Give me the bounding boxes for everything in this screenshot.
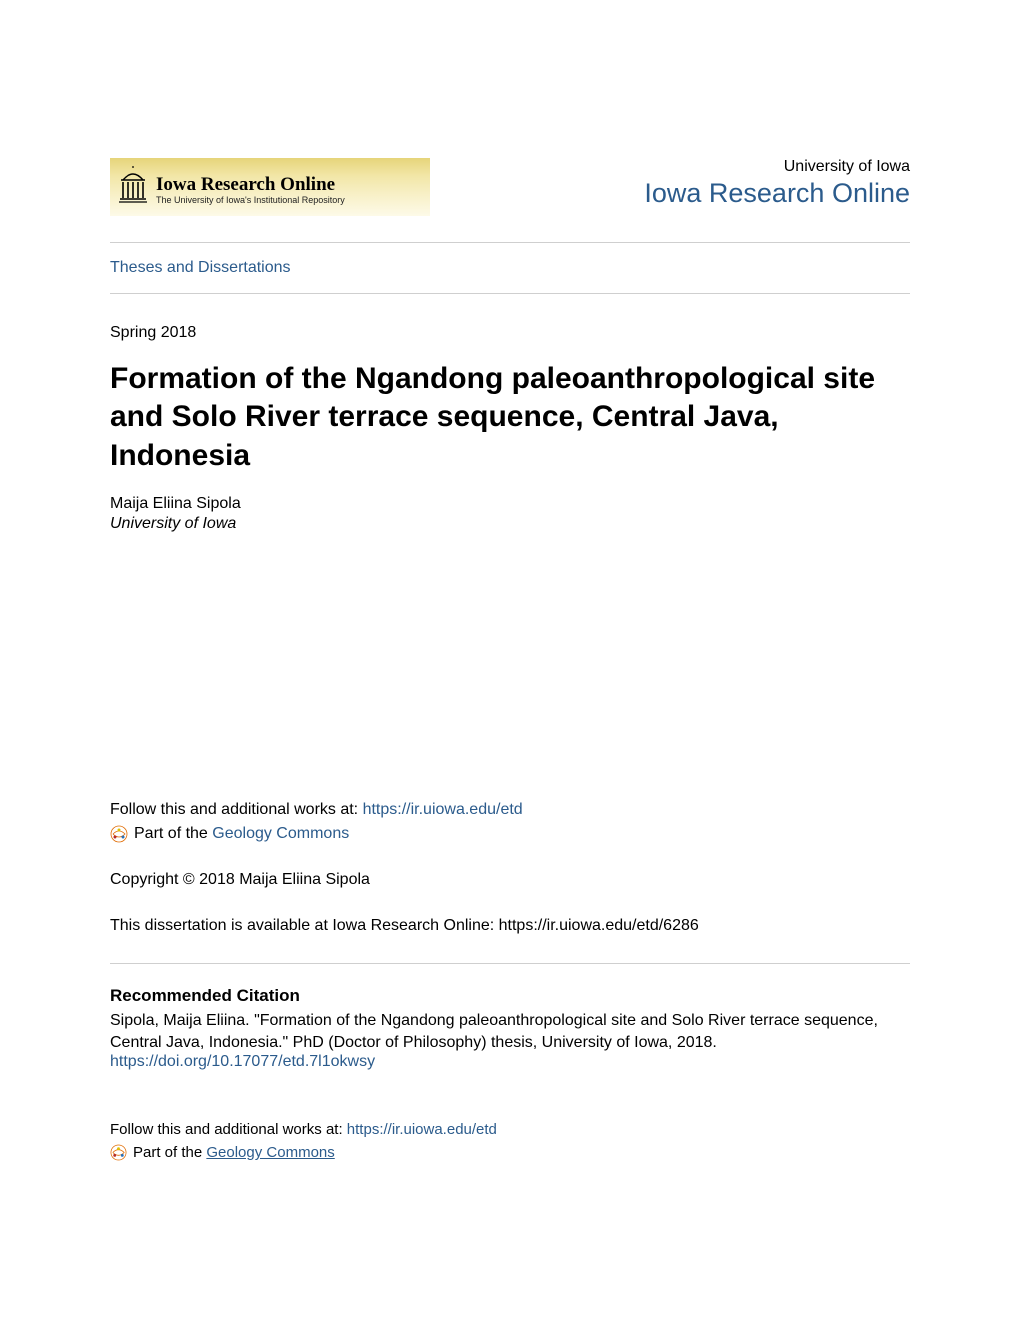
network-commons-icon [110, 1144, 127, 1161]
doi-link[interactable]: https://doi.org/10.17077/etd.7l1okwsy [110, 1053, 375, 1070]
repository-link[interactable]: Iowa Research Online [644, 178, 910, 208]
logo-banner[interactable]: Iowa Research Online The University of I… [110, 158, 430, 216]
author-affiliation: University of Iowa [110, 515, 910, 533]
network-commons-icon [110, 825, 128, 843]
footer-follow-prefix: Follow this and additional works at: [110, 1121, 347, 1138]
dome-columns-icon [118, 166, 148, 210]
part-of-text: Part of the Geology Commons [134, 825, 349, 843]
date-label: Spring 2018 [110, 324, 910, 342]
footer-follow-line: Follow this and additional works at: htt… [110, 1121, 910, 1138]
commons-link[interactable]: Geology Commons [212, 825, 349, 842]
footer-commons-link[interactable]: Geology Commons [206, 1144, 334, 1161]
footer-follow-url[interactable]: https://ir.uiowa.edu/etd [347, 1121, 497, 1138]
citation-text: Sipola, Maija Eliina. "Formation of the … [110, 1010, 910, 1053]
footer-block: Follow this and additional works at: htt… [110, 1121, 910, 1161]
header-right: University of Iowa Iowa Research Online [644, 158, 910, 209]
logo-text: Iowa Research Online The University of I… [156, 174, 345, 205]
follow-prefix: Follow this and additional works at: [110, 801, 363, 818]
page-header: Iowa Research Online The University of I… [110, 158, 910, 243]
author-name: Maija Eliina Sipola [110, 495, 910, 513]
breadcrumb-band: Theses and Dissertations [110, 243, 910, 294]
breadcrumb-link[interactable]: Theses and Dissertations [110, 259, 291, 276]
follow-line: Follow this and additional works at: htt… [110, 801, 910, 819]
logo-sub-text: The University of Iowa's Institutional R… [156, 195, 345, 205]
footer-part-of-text: Part of the Geology Commons [133, 1144, 335, 1161]
horizontal-rule [110, 963, 910, 964]
follow-url[interactable]: https://ir.uiowa.edu/etd [363, 801, 523, 818]
part-of-line: Part of the Geology Commons [110, 825, 910, 843]
copyright-text: Copyright © 2018 Maija Eliina Sipola [110, 871, 910, 889]
logo-main-text: Iowa Research Online [156, 174, 345, 196]
citation-heading: Recommended Citation [110, 986, 910, 1006]
footer-part-prefix: Part of the [133, 1144, 206, 1161]
page-title: Formation of the Ngandong paleoanthropol… [110, 360, 910, 475]
vertical-spacer [110, 533, 910, 801]
availability-text: This dissertation is available at Iowa R… [110, 917, 910, 935]
footer-part-of-line: Part of the Geology Commons [110, 1144, 910, 1161]
part-prefix: Part of the [134, 825, 212, 842]
university-name: University of Iowa [644, 158, 910, 176]
